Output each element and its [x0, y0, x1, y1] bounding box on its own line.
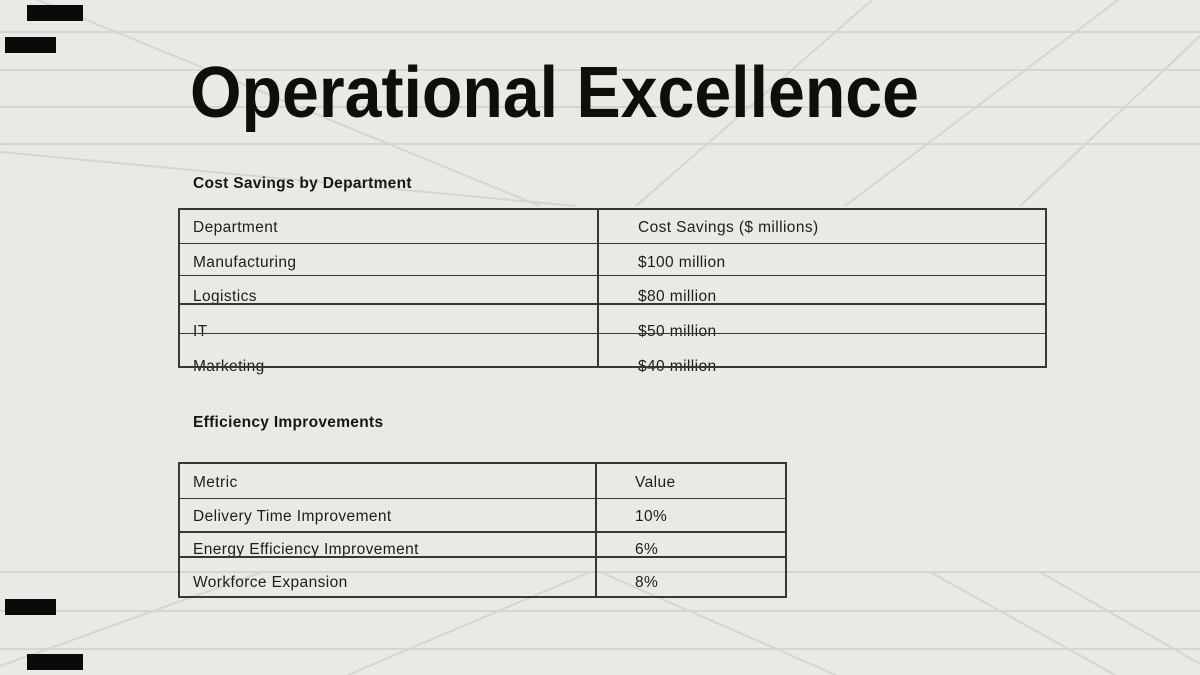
table-border — [178, 556, 787, 558]
page-title: Operational Excellence — [190, 53, 919, 133]
cost-savings-table: Department Cost Savings ($ millions) Man… — [178, 208, 1047, 375]
corner-accent-bar — [5, 37, 56, 53]
table-border — [178, 462, 787, 464]
table-border — [178, 274, 1047, 277]
column-header: Cost Savings ($ millions) — [638, 219, 819, 236]
table-column-divider — [597, 208, 599, 368]
table-cell: IT — [193, 323, 208, 340]
table-border — [178, 462, 180, 598]
section-heading-cost-savings: Cost Savings by Department — [193, 175, 412, 192]
column-header: Metric — [193, 474, 238, 491]
table-border — [785, 462, 787, 598]
table-cell: 10% — [635, 508, 668, 525]
column-header: Department — [193, 219, 278, 236]
table-border — [178, 366, 1047, 368]
table-cell: Workforce Expansion — [193, 574, 348, 591]
efficiency-table: Metric Value Delivery Time Improvement 1… — [178, 462, 787, 598]
table-column-divider — [595, 462, 597, 598]
table-border — [178, 208, 1047, 210]
table-cell: Logistics — [193, 288, 257, 305]
section-heading-efficiency: Efficiency Improvements — [193, 414, 384, 431]
table-border — [1045, 208, 1047, 368]
table-border — [178, 242, 1047, 245]
table-border — [178, 596, 787, 598]
table-border — [178, 332, 1047, 335]
table-cell: Manufacturing — [193, 254, 297, 271]
table-cell: Energy Efficiency Improvement — [193, 541, 419, 558]
corner-accent-bar — [27, 654, 83, 670]
table-cell: $100 million — [638, 254, 726, 271]
corner-accent-bar — [5, 599, 56, 615]
table-cell: Delivery Time Improvement — [193, 508, 392, 525]
column-header: Value — [635, 474, 676, 491]
table-cell: $80 million — [638, 288, 717, 305]
table-border — [178, 497, 787, 500]
table-border — [178, 303, 1047, 305]
corner-accent-bar — [27, 5, 83, 21]
table-border — [178, 531, 787, 533]
table-cell: $50 million — [638, 323, 717, 340]
table-cell: 6% — [635, 541, 659, 558]
table-border — [178, 208, 180, 368]
table-cell: 8% — [635, 574, 659, 591]
